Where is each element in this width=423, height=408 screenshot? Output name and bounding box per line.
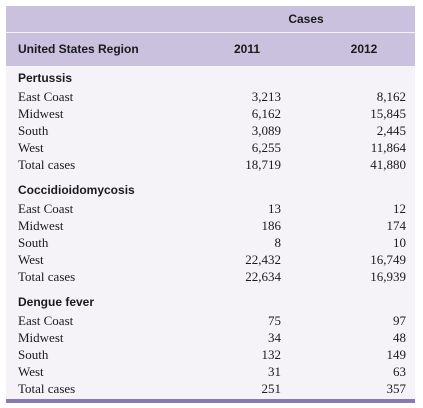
cases-2012-cell: 357	[386, 381, 407, 396]
cases-2011-cell: 13	[268, 201, 281, 216]
table-row: East Coast 13 12	[6, 200, 415, 217]
cases-2011-cell: 132	[261, 347, 282, 362]
table-row: South 3,089 2,445	[6, 122, 415, 139]
region-cell: Midwest	[18, 106, 64, 121]
cases-2012-cell: 11,864	[370, 140, 406, 155]
section-title: Dengue fever	[18, 295, 95, 309]
cases-2011-cell: 34	[268, 330, 281, 345]
region-cell: Total cases	[18, 269, 76, 284]
region-cell: Total cases	[18, 381, 76, 396]
region-column-header: United States Region	[18, 42, 139, 56]
table-row: West 31 63	[6, 363, 415, 380]
region-cell: East Coast	[18, 201, 74, 216]
region-cell: Midwest	[18, 330, 64, 345]
cases-2011-cell: 6,255	[251, 140, 281, 155]
cases-table: Cases United States Region 2011 2012 Per…	[6, 6, 415, 403]
cases-2011-cell: 3,089	[251, 123, 281, 138]
cases-2012-cell: 16,749	[370, 252, 406, 267]
cases-2012-cell: 41,880	[370, 157, 406, 172]
region-cell: East Coast	[18, 89, 74, 104]
cases-2011-cell: 6,162	[251, 106, 281, 121]
table-row: West 6,255 11,864	[6, 139, 415, 156]
table-row: East Coast 3,213 8,162	[6, 88, 415, 105]
region-cell: West	[18, 252, 44, 267]
section-title: Pertussis	[18, 71, 73, 85]
year-2012-header: 2012	[350, 42, 378, 56]
region-cell: South	[18, 235, 49, 250]
cases-2012-cell: 149	[386, 347, 407, 362]
region-cell: West	[18, 140, 44, 155]
cases-2012-cell: 48	[393, 330, 406, 345]
table-row: Midwest 34 48	[6, 329, 415, 346]
cases-2011-cell: 22,432	[245, 252, 281, 267]
cases-2011-cell: 18,719	[245, 157, 281, 172]
table-row: South 8 10	[6, 234, 415, 251]
region-cell: Total cases	[18, 157, 76, 172]
cases-2012-cell: 16,939	[370, 269, 406, 284]
header-divider	[197, 32, 415, 33]
cases-2012-cell: 15,845	[370, 106, 406, 121]
cases-2012-cell: 8,162	[376, 89, 406, 104]
region-cell: South	[18, 123, 49, 138]
table-row: Total cases 22,634 16,939	[6, 268, 415, 285]
table-row: Total cases 18,719 41,880	[6, 156, 415, 173]
cases-2012-cell: 12	[393, 201, 406, 216]
table-row: Total cases 251 357	[6, 380, 415, 397]
cases-2012-cell: 2,445	[376, 123, 406, 138]
cases-2012-cell: 97	[393, 313, 406, 328]
cases-2011-cell: 3,213	[251, 89, 281, 104]
region-cell: West	[18, 364, 44, 379]
cases-2012-cell: 63	[393, 364, 406, 379]
cases-2012-cell: 174	[386, 218, 407, 233]
year-2011-header: 2011	[233, 42, 261, 56]
region-cell: East Coast	[18, 313, 74, 328]
header-bottom-band: United States Region 2011 2012	[6, 33, 415, 66]
cases-2011-cell: 186	[261, 218, 282, 233]
section-title: Coccidioidomycosis	[18, 183, 135, 197]
table-row: East Coast 75 97	[6, 312, 415, 329]
table-row: South 132 149	[6, 346, 415, 363]
cases-2011-cell: 251	[261, 381, 282, 396]
cases-2011-cell: 75	[268, 313, 281, 328]
cases-2011-cell: 31	[268, 364, 281, 379]
cases-2012-cell: 10	[393, 235, 406, 250]
cases-group-header: Cases	[288, 12, 324, 26]
table-row: West 22,432 16,749	[6, 251, 415, 268]
cases-2011-cell: 22,634	[245, 269, 281, 284]
header-top-band: Cases	[6, 6, 415, 32]
region-cell: South	[18, 347, 49, 362]
cases-2011-cell: 8	[274, 235, 282, 250]
region-cell: Midwest	[18, 218, 64, 233]
table-row: Midwest 186 174	[6, 217, 415, 234]
table-row: Midwest 6,162 15,845	[6, 105, 415, 122]
